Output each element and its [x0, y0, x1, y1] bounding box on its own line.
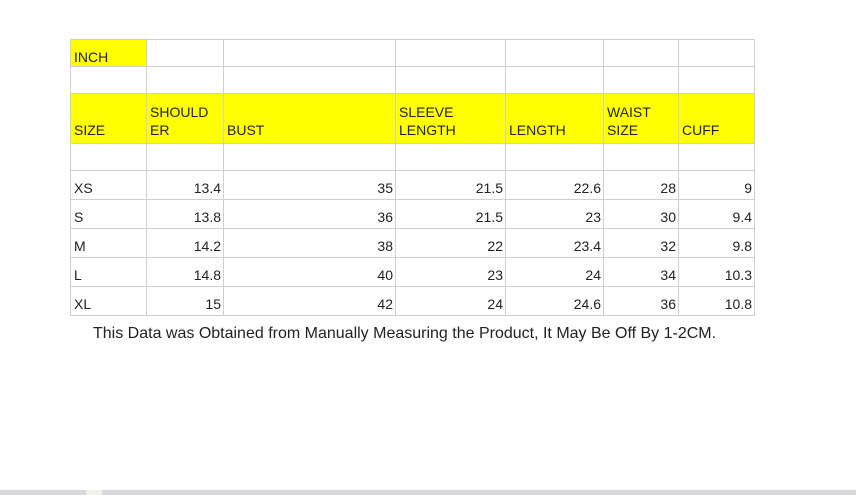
cell-cuff: 10.3: [678, 257, 755, 287]
empty-cell: [603, 66, 679, 94]
cell-size: L: [70, 257, 147, 287]
table-row: S 13.8 36 21.5 23 30 9.4: [70, 199, 755, 229]
empty-cell: [678, 143, 755, 171]
table-row: L 14.8 40 23 24 34 10.3: [70, 257, 755, 287]
cell-size: S: [70, 199, 147, 229]
cell-size: M: [70, 228, 147, 258]
unit-row: INCH: [70, 39, 755, 67]
table-row: M 14.2 38 22 23.4 32 9.8: [70, 228, 755, 258]
empty-cell: [505, 39, 604, 67]
cell-sleeve-length: 22: [395, 228, 506, 258]
empty-cell: [223, 66, 396, 94]
empty-cell: [395, 66, 506, 94]
header-size: SIZE: [70, 93, 147, 144]
cell-sleeve-length: 23: [395, 257, 506, 287]
empty-cell: [223, 143, 396, 171]
empty-cell: [395, 39, 506, 67]
cell-bust: 40: [223, 257, 396, 287]
cell-shoulder: 14.8: [146, 257, 224, 287]
cell-shoulder: 13.8: [146, 199, 224, 229]
measurement-note: This Data was Obtained from Manually Mea…: [93, 325, 717, 342]
cell-size: XS: [70, 170, 147, 200]
header-row: SIZE SHOULD ER BUST SLEEVE LENGTH LENGTH W…: [70, 93, 755, 144]
scrollbar-thumb[interactable]: [86, 490, 102, 495]
cell-waist-size: 36: [603, 286, 679, 316]
cell-bust: 35: [223, 170, 396, 200]
blank-row: [70, 143, 755, 171]
cell-sleeve-length: 21.5: [395, 199, 506, 229]
header-waist-size: WAIST SIZE: [603, 93, 679, 144]
cell-waist-size: 30: [603, 199, 679, 229]
empty-cell: [603, 39, 679, 67]
cell-length: 24: [505, 257, 604, 287]
cell-length: 23: [505, 199, 604, 229]
empty-cell: [505, 66, 604, 94]
header-length: LENGTH: [505, 93, 604, 144]
unit-label: INCH: [70, 39, 147, 67]
empty-cell: [603, 143, 679, 171]
cell-waist-size: 32: [603, 228, 679, 258]
empty-cell: [146, 39, 224, 67]
cell-size: XL: [70, 286, 147, 316]
cell-waist-size: 28: [603, 170, 679, 200]
cell-shoulder: 15: [146, 286, 224, 316]
cell-cuff: 10.8: [678, 286, 755, 316]
cell-cuff: 9.8: [678, 228, 755, 258]
cell-cuff: 9: [678, 170, 755, 200]
cell-bust: 42: [223, 286, 396, 316]
cell-cuff: 9.4: [678, 199, 755, 229]
cell-shoulder: 14.2: [146, 228, 224, 258]
cell-length: 23.4: [505, 228, 604, 258]
empty-cell: [223, 39, 396, 67]
empty-cell: [146, 66, 224, 94]
header-cuff: CUFF: [678, 93, 755, 144]
cell-sleeve-length: 24: [395, 286, 506, 316]
empty-cell: [678, 39, 755, 67]
size-chart-table: INCH SIZE SHOULD ER BUST SLEEVE LENGTH LEN…: [70, 39, 755, 316]
empty-cell: [395, 143, 506, 171]
table-row: XL 15 42 24 24.6 36 10.8: [70, 286, 755, 316]
empty-cell: [70, 143, 147, 171]
empty-cell: [678, 66, 755, 94]
header-shoulder: SHOULD ER: [146, 93, 224, 144]
cell-bust: 38: [223, 228, 396, 258]
cell-bust: 36: [223, 199, 396, 229]
empty-cell: [70, 66, 147, 94]
cell-sleeve-length: 21.5: [395, 170, 506, 200]
header-sleeve-length: SLEEVE LENGTH: [395, 93, 506, 144]
cell-waist-size: 34: [603, 257, 679, 287]
cell-shoulder: 13.4: [146, 170, 224, 200]
blank-row: [70, 66, 755, 94]
header-bust: BUST: [223, 93, 396, 144]
empty-cell: [146, 143, 224, 171]
cell-length: 24.6: [505, 286, 604, 316]
horizontal-scrollbar[interactable]: [0, 490, 856, 495]
cell-length: 22.6: [505, 170, 604, 200]
table-row: XS 13.4 35 21.5 22.6 28 9: [70, 170, 755, 200]
empty-cell: [505, 143, 604, 171]
